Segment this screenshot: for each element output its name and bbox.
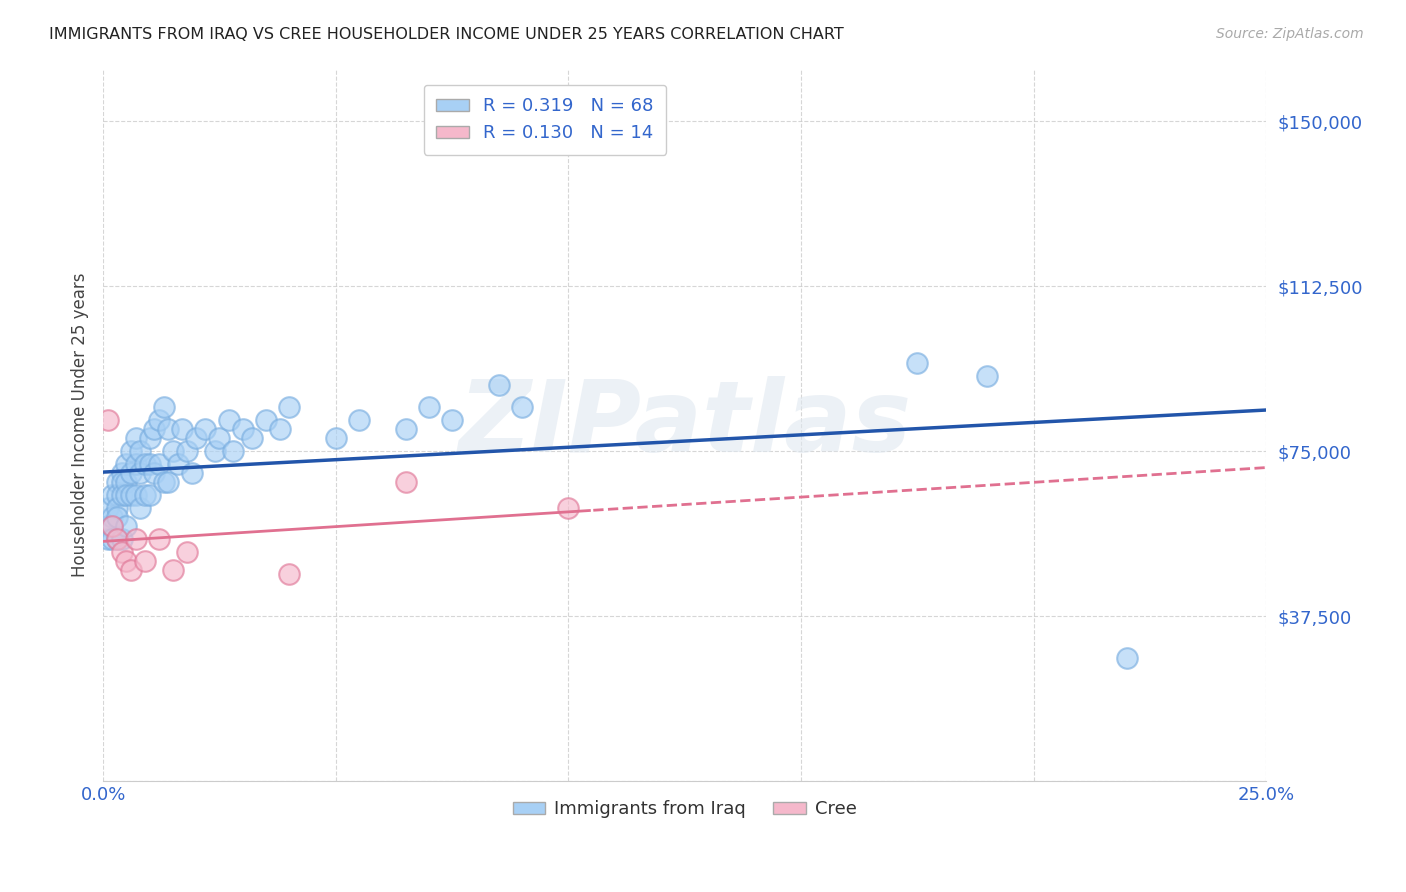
Point [176,545,198,559]
Point [194,422,217,436]
Text: IMMIGRANTS FROM IRAQ VS CREE HOUSEHOLDER INCOME UNDER 25 YEARS CORRELATION CHART: IMMIGRANTS FROM IRAQ VS CREE HOUSEHOLDER… [49,27,844,42]
Point [105,475,128,489]
Point [120,444,142,458]
Point [125,488,148,502]
Point [125,458,148,472]
Point [148,458,170,472]
Point [105,510,128,524]
Point [143,466,166,480]
Point [152,475,174,489]
Point [278,567,301,582]
Point [394,475,416,489]
Point [240,431,263,445]
Point [1115,651,1137,665]
Point [105,501,128,516]
Point [162,563,184,577]
Text: Source: ZipAtlas.com: Source: ZipAtlas.com [1216,27,1364,41]
Point [97,519,120,533]
Point [134,458,156,472]
Point [176,444,198,458]
Point [97,532,120,546]
Point [115,458,138,472]
Point [162,444,184,458]
Point [152,400,174,414]
Point [125,431,148,445]
Point [157,475,180,489]
Point [905,356,928,370]
Point [134,488,156,502]
Point [204,444,226,458]
Point [105,532,128,546]
Point [101,510,124,524]
Point [186,431,208,445]
Point [120,488,142,502]
Point [120,563,142,577]
Legend: Immigrants from Iraq, Cree: Immigrants from Iraq, Cree [506,793,863,825]
Point [115,519,138,533]
Point [208,431,231,445]
Point [138,488,160,502]
Point [115,554,138,568]
Point [134,554,156,568]
Point [148,413,170,427]
Point [105,488,128,502]
Point [138,431,160,445]
Point [138,458,160,472]
Point [111,475,134,489]
Point [325,431,347,445]
Point [101,519,124,533]
Point [101,532,124,546]
Point [143,422,166,436]
Point [129,501,152,516]
Point [129,444,152,458]
Point [218,413,240,427]
Point [111,488,134,502]
Point [394,422,416,436]
Point [510,400,533,414]
Point [111,466,134,480]
Point [148,532,170,546]
Point [97,501,120,516]
Point [222,444,245,458]
Point [172,422,194,436]
Point [120,466,142,480]
Point [101,519,124,533]
Point [111,545,134,559]
Point [232,422,254,436]
Point [157,422,180,436]
Point [269,422,291,436]
Point [166,458,188,472]
Point [976,369,998,384]
Point [418,400,440,414]
Point [488,378,510,392]
Point [347,413,370,427]
Point [441,413,464,427]
Point [115,488,138,502]
Point [129,466,152,480]
Point [254,413,277,427]
Point [125,532,148,546]
Point [105,532,128,546]
Point [115,475,138,489]
Text: ZIPatlas: ZIPatlas [458,376,911,474]
Point [180,466,202,480]
Point [101,488,124,502]
Point [278,400,301,414]
Point [557,501,579,516]
Point [111,532,134,546]
Y-axis label: Householder Income Under 25 years: Householder Income Under 25 years [72,273,89,577]
Point [97,413,120,427]
